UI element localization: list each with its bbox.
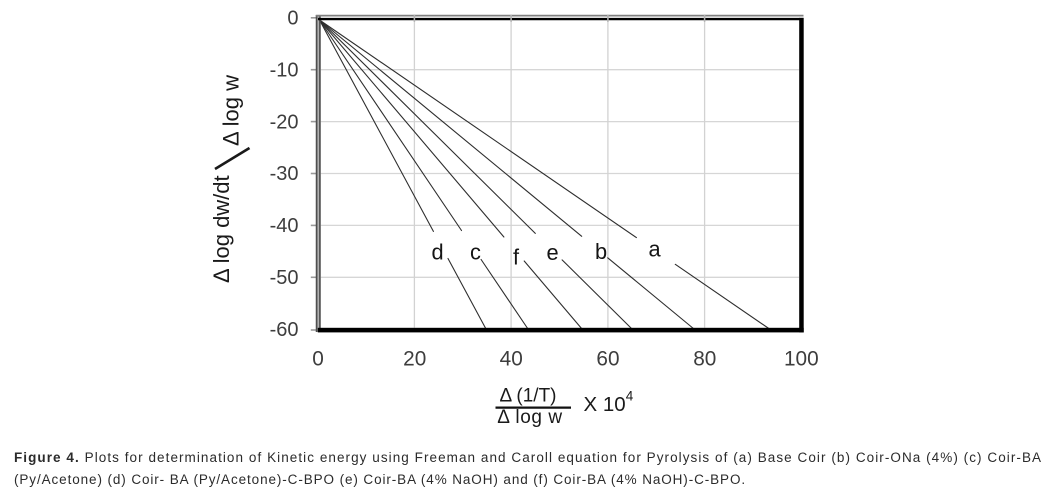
svg-text:f: f — [513, 245, 520, 270]
svg-text:-50: -50 — [270, 267, 299, 289]
svg-text:4: 4 — [626, 389, 634, 404]
svg-text:0: 0 — [312, 348, 324, 371]
svg-text:100: 100 — [784, 348, 819, 371]
svg-text:-60: -60 — [270, 319, 299, 341]
svg-text:-30: -30 — [270, 163, 299, 185]
svg-text:Δ log w: Δ log w — [219, 75, 244, 146]
svg-text:-40: -40 — [270, 215, 299, 237]
svg-text:-20: -20 — [270, 111, 299, 133]
svg-text:Δ log dw/dt: Δ log dw/dt — [209, 175, 234, 283]
svg-text:X 10: X 10 — [584, 393, 626, 416]
svg-text:0: 0 — [287, 8, 298, 30]
svg-text:b: b — [595, 239, 607, 264]
svg-text:d: d — [431, 240, 443, 265]
svg-text:Δ (1/T): Δ (1/T) — [499, 386, 556, 407]
svg-text:60: 60 — [596, 348, 619, 371]
svg-text:Δ log w: Δ log w — [497, 407, 562, 428]
svg-text:c: c — [470, 240, 481, 265]
svg-text:40: 40 — [500, 348, 523, 371]
svg-text:a: a — [648, 237, 661, 262]
svg-text:20: 20 — [403, 348, 426, 371]
svg-text:-10: -10 — [270, 59, 299, 81]
svg-text:80: 80 — [693, 348, 716, 371]
svg-text:e: e — [546, 240, 558, 265]
